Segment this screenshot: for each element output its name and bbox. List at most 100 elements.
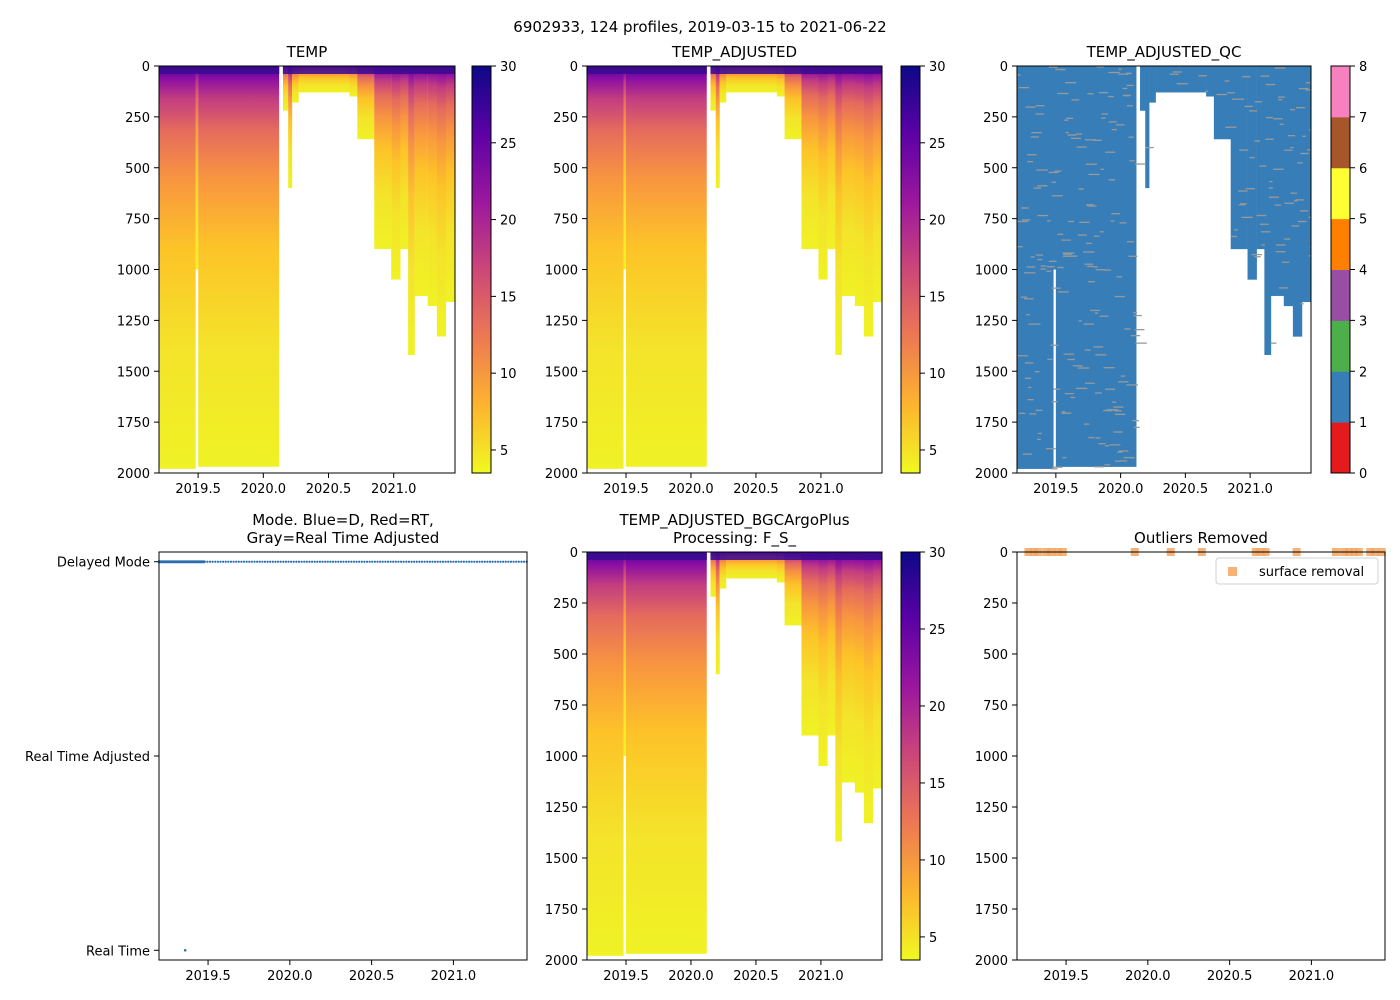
qc-flag-mark xyxy=(1105,151,1116,153)
qc-flag-mark xyxy=(1260,231,1271,233)
delayed-mode-point xyxy=(318,560,322,563)
delayed-mode-point xyxy=(517,560,520,563)
qc-flag-mark xyxy=(1087,265,1094,268)
delayed-mode-point xyxy=(229,560,233,563)
qc-flag-mark xyxy=(1216,93,1227,96)
qc-flag-mark xyxy=(1265,138,1274,140)
delayed-mode-point xyxy=(337,560,340,563)
temp-adjusted-axes: TEMP_ADJUSTED 2019.5 2020.0 2020.5 2021.0 0 25… xyxy=(545,43,946,497)
y-tick-label: 750 xyxy=(983,699,1008,714)
qc-flag-mark xyxy=(1103,367,1115,369)
qc-flag-mark xyxy=(1238,204,1246,206)
qc-flag-mark xyxy=(1133,426,1140,429)
qc-flag-mark xyxy=(1070,396,1076,399)
qc-flag-mark xyxy=(1227,92,1235,94)
qc-flag-mark xyxy=(1249,156,1255,159)
qc-flag-mark xyxy=(1278,287,1289,289)
delayed-mode-point xyxy=(358,560,361,563)
x-tick-label: 2020.0 xyxy=(668,969,714,984)
delayed-mode-point xyxy=(473,560,476,563)
qc-flag-mark xyxy=(1071,137,1082,139)
colorbar-segment xyxy=(1331,320,1350,372)
surface-band xyxy=(349,66,358,74)
qc-flag-mark xyxy=(1111,213,1121,215)
axes-frame xyxy=(586,551,883,961)
qc-flag-mark xyxy=(1052,466,1063,468)
qc-flag-mark xyxy=(1273,118,1283,120)
qc-flag-mark xyxy=(1057,92,1069,95)
y-tick-label: 0 xyxy=(570,60,578,75)
delayed-mode-point xyxy=(248,560,251,563)
qc-flag-mark xyxy=(1075,387,1088,390)
surface-band xyxy=(623,552,627,560)
delayed-mode-point xyxy=(269,560,272,563)
axes-frame xyxy=(586,65,883,474)
qc-flag-mark xyxy=(1030,256,1035,258)
qc-flag-mark xyxy=(1017,220,1029,223)
y-tick-label: 1500 xyxy=(545,365,578,380)
profile-block xyxy=(719,552,727,589)
profile-block xyxy=(623,552,627,756)
qc-flag-mark xyxy=(1132,419,1139,422)
qc-flag-mark xyxy=(1078,188,1084,190)
colorbar-tick-label: 25 xyxy=(500,137,517,152)
qc-flag-mark xyxy=(1297,162,1303,164)
x-tick-label: 2019.5 xyxy=(185,969,231,984)
profile-block xyxy=(872,552,882,789)
surface-band xyxy=(854,66,865,74)
qc-flag-mark xyxy=(1278,99,1283,101)
surface-band xyxy=(726,66,778,74)
y-tick-label: 500 xyxy=(983,162,1008,177)
y-tick-label: 1750 xyxy=(545,903,578,918)
qc-flag-mark xyxy=(1124,328,1131,330)
surface-band xyxy=(445,66,455,74)
y-tick-label: 1000 xyxy=(975,750,1008,765)
x-tick-label: 2019.5 xyxy=(1033,482,1079,497)
profile-block xyxy=(587,552,624,956)
y-tick-label: 1750 xyxy=(975,416,1008,431)
x-tick-label: 2021.0 xyxy=(798,969,844,984)
surface-band xyxy=(623,66,627,74)
qc-flag-mark xyxy=(1018,412,1026,414)
qc-flag-mark xyxy=(1108,121,1117,123)
qc-flag-mark xyxy=(1062,456,1067,459)
profile-block xyxy=(159,66,196,469)
qc-flag-mark xyxy=(1094,312,1098,314)
qc-profile-block xyxy=(1145,66,1150,189)
delayed-mode-point xyxy=(276,560,280,563)
x-tick-label: 2020.0 xyxy=(241,482,287,497)
qc-flag-mark xyxy=(1057,266,1064,269)
x-tick-label: 2020.5 xyxy=(733,482,779,497)
qc-flag-mark xyxy=(1231,235,1238,238)
qc-flag-mark xyxy=(1293,200,1298,202)
surface-band xyxy=(195,66,199,74)
colorbar-tick-label: 20 xyxy=(500,214,517,229)
qc-flag-mark xyxy=(1114,410,1122,412)
figure-suptitle: 6902933, 124 profiles, 2019-03-15 to 202… xyxy=(513,18,886,36)
profile-block xyxy=(818,66,828,280)
surface-band xyxy=(818,552,828,560)
profile-block xyxy=(776,552,785,583)
qc-flag-mark xyxy=(1123,456,1135,459)
qc-flag-mark xyxy=(1225,126,1237,128)
delayed-mode-point xyxy=(520,560,523,563)
qc-flag-mark xyxy=(1027,154,1037,156)
delayed-mode-point xyxy=(413,560,416,563)
qc-flag-mark xyxy=(1084,349,1091,351)
qc-flag-mark xyxy=(1126,105,1133,107)
colorbar-tick-label: 6 xyxy=(1359,162,1367,177)
colorbar-segment xyxy=(1331,371,1350,423)
y-tick-label: 1250 xyxy=(117,314,150,329)
qc-flag-mark xyxy=(1028,386,1032,389)
qc-flag-mark xyxy=(1129,160,1135,162)
qc-flag-mark xyxy=(1077,367,1090,369)
qc-flag-mark xyxy=(1066,255,1078,257)
qc-flag-mark xyxy=(1037,214,1049,217)
profile-block xyxy=(863,66,874,337)
qc-flag-mark xyxy=(1273,168,1284,170)
qc-flag-mark xyxy=(1176,83,1188,85)
delayed-mode-point xyxy=(287,560,290,563)
qc-flag-mark xyxy=(1305,82,1311,84)
delayed-mode-point xyxy=(324,560,327,563)
profile-block xyxy=(414,66,428,296)
